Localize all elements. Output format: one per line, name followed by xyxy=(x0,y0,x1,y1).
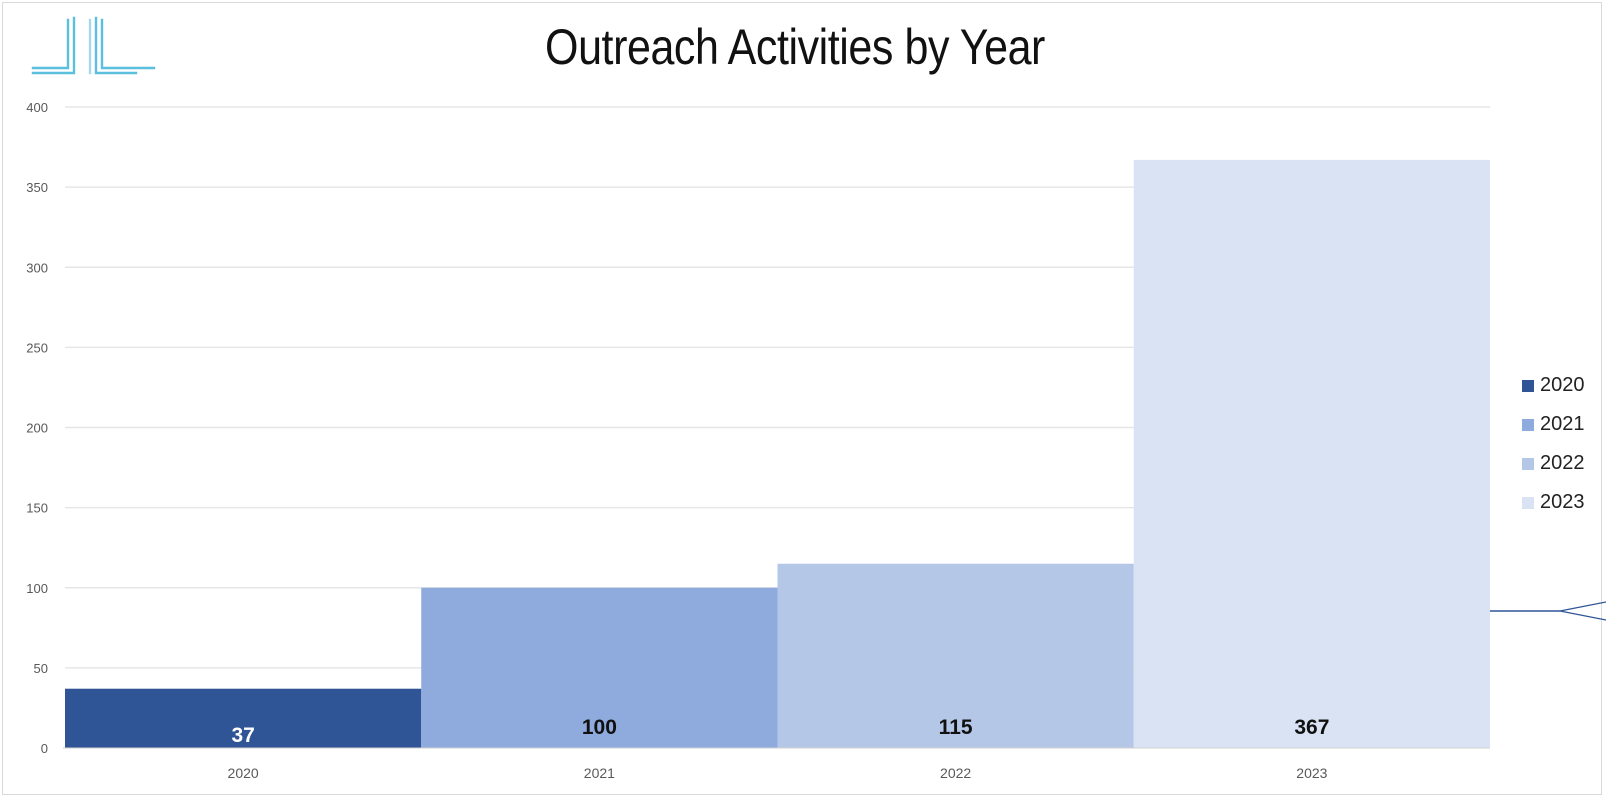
y-tick-label: 300 xyxy=(26,260,48,275)
data-label: 115 xyxy=(939,716,973,739)
bar-2020 xyxy=(65,688,422,748)
y-tick-label: 250 xyxy=(26,340,48,355)
legend-item: 2021 xyxy=(1522,405,1585,444)
chart-legend: 2020 2021 2022 2023 xyxy=(1522,366,1585,522)
legend-item: 2023 xyxy=(1522,483,1585,522)
x-tick-label: 2020 xyxy=(228,765,259,781)
legend-connector-line xyxy=(1490,601,1606,621)
x-tick-label: 2023 xyxy=(1296,765,1327,781)
data-label: 37 xyxy=(231,724,254,747)
bar-2021 xyxy=(421,587,778,748)
bar-2022 xyxy=(777,563,1134,748)
x-tick-label: 2022 xyxy=(940,765,971,781)
legend-item: 2020 xyxy=(1522,366,1585,405)
y-tick-label: 150 xyxy=(26,501,48,516)
bar-2023 xyxy=(1133,159,1490,748)
chart-title: Outreach Activities by Year xyxy=(545,19,1045,75)
legend-swatch xyxy=(1522,379,1534,392)
legend-swatch xyxy=(1522,418,1534,431)
y-tick-label: 0 xyxy=(41,741,48,756)
data-label: 100 xyxy=(582,716,617,739)
legend-swatch xyxy=(1522,496,1534,509)
organization-logo-icon xyxy=(31,16,156,75)
legend-item: 2022 xyxy=(1522,444,1585,483)
legend-label: 2020 xyxy=(1540,374,1585,396)
legend-label: 2022 xyxy=(1540,452,1585,474)
y-tick-label: 200 xyxy=(26,421,48,436)
data-labels: 37 100 115 367 xyxy=(231,716,1329,747)
x-tick-label: 2021 xyxy=(584,765,615,781)
y-tick-label: 400 xyxy=(26,100,48,115)
y-tick-label: 350 xyxy=(26,180,48,195)
legend-swatch xyxy=(1522,457,1534,470)
bars xyxy=(65,159,1490,748)
y-tick-label: 50 xyxy=(34,661,48,676)
y-axis-ticks: 0 50 100 150 200 250 300 350 400 xyxy=(26,100,48,756)
legend-label: 2023 xyxy=(1540,491,1585,513)
x-axis-ticks: 2020 2021 2022 2023 xyxy=(228,765,1328,781)
data-label: 367 xyxy=(1294,716,1329,739)
y-tick-label: 100 xyxy=(26,581,48,596)
legend-label: 2021 xyxy=(1540,413,1585,435)
